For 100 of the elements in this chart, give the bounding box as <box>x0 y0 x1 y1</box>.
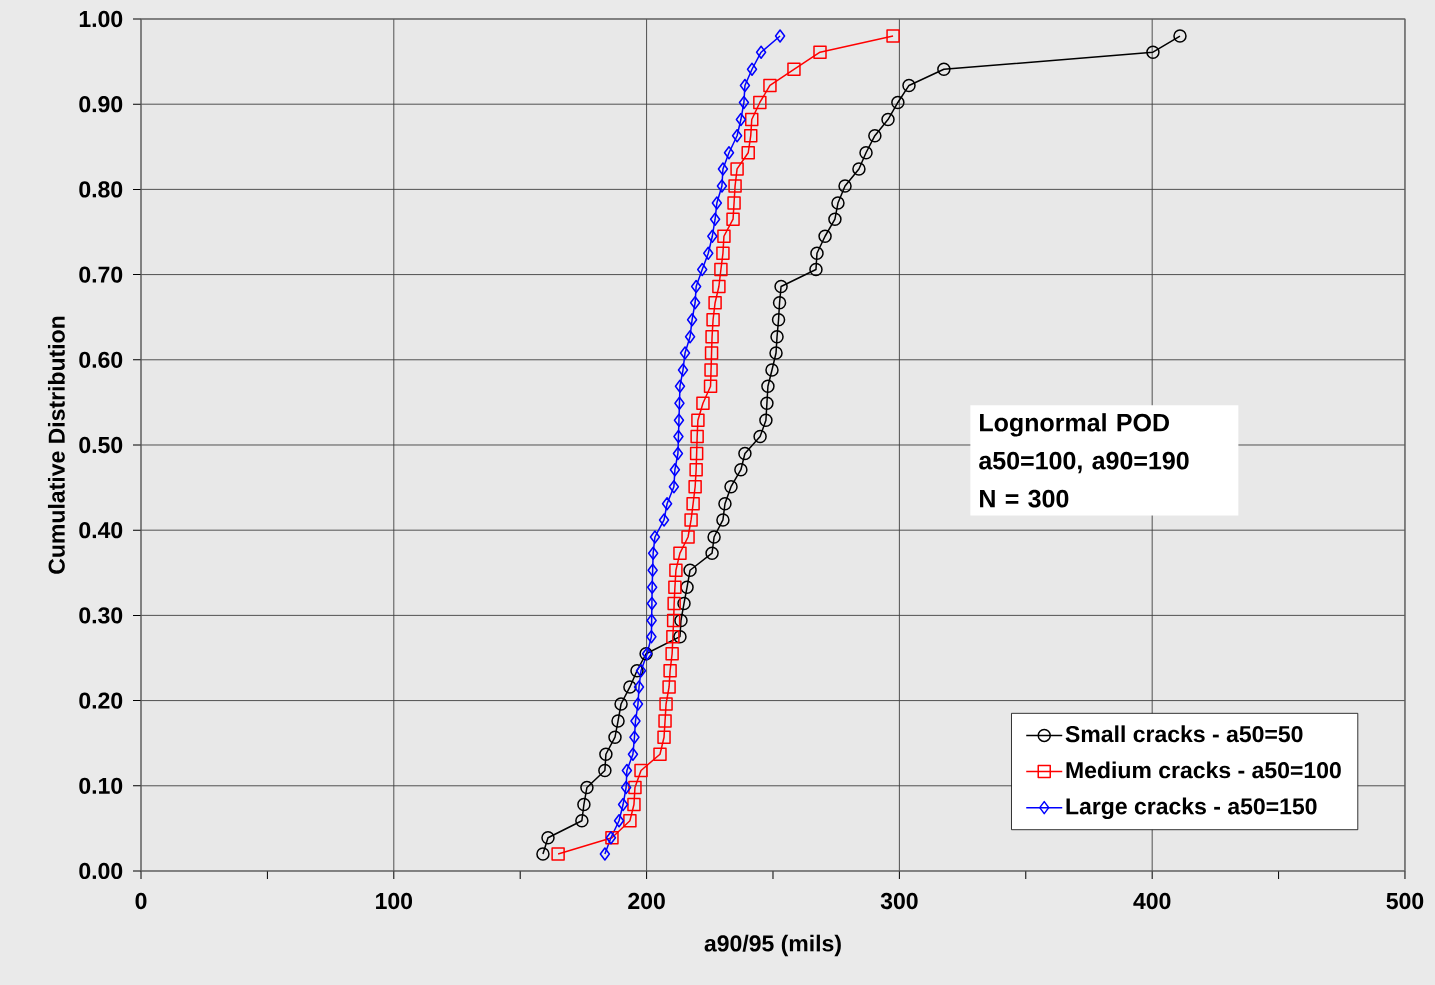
point <box>705 330 719 344</box>
point <box>633 680 645 694</box>
point <box>902 78 916 93</box>
point <box>716 246 730 261</box>
point <box>881 112 895 127</box>
point <box>689 295 701 310</box>
y-tick-label: 0.50 <box>79 436 123 454</box>
point <box>672 446 684 461</box>
point <box>759 413 773 428</box>
point <box>761 379 775 393</box>
point <box>680 580 694 595</box>
point <box>707 530 721 544</box>
point <box>771 313 786 327</box>
point <box>734 462 748 477</box>
point <box>704 346 719 360</box>
y-tick-label: 0.70 <box>79 266 123 283</box>
point <box>703 379 718 393</box>
point <box>745 112 759 127</box>
annotation: N = 300 <box>980 489 1069 508</box>
point <box>708 295 722 310</box>
x-tick-label: 300 <box>880 892 918 910</box>
point <box>661 497 673 511</box>
y-tick-label: 0.40 <box>79 522 123 539</box>
point <box>1173 29 1187 43</box>
point <box>611 714 625 728</box>
point <box>657 730 671 744</box>
point <box>629 730 640 744</box>
point <box>937 62 951 77</box>
point <box>716 179 728 193</box>
point <box>658 513 670 527</box>
point <box>859 146 873 160</box>
point <box>669 462 681 477</box>
point <box>696 396 710 410</box>
point <box>688 479 702 494</box>
point <box>728 179 742 193</box>
annotation: Lognormal POD <box>980 413 1169 437</box>
point <box>673 546 687 560</box>
point <box>674 613 688 628</box>
point <box>647 563 658 577</box>
point <box>770 330 784 344</box>
point <box>746 62 758 77</box>
point <box>686 313 698 327</box>
point <box>668 580 682 595</box>
point <box>753 429 767 444</box>
x-tick-label: 400 <box>1133 892 1171 910</box>
point <box>838 179 852 193</box>
point <box>714 262 728 277</box>
point <box>632 697 644 711</box>
point <box>580 780 594 795</box>
point <box>628 780 642 795</box>
x-tick-label: 500 <box>1386 892 1424 910</box>
point <box>684 513 698 527</box>
point <box>735 112 747 127</box>
point <box>706 313 720 327</box>
point <box>730 162 744 176</box>
point <box>868 128 882 143</box>
y-tick-label: 0.20 <box>79 692 123 709</box>
point <box>724 479 738 494</box>
point <box>1146 45 1160 59</box>
point <box>689 462 703 477</box>
point <box>727 196 741 210</box>
point <box>649 530 661 544</box>
point <box>599 847 611 861</box>
point <box>731 128 743 143</box>
point <box>717 162 729 176</box>
x-tick-label: 0 <box>135 892 147 910</box>
x-axis-title: a90/95 (mils) <box>704 934 841 957</box>
point <box>813 45 827 59</box>
point <box>689 446 704 461</box>
point <box>712 279 726 294</box>
point <box>852 162 866 176</box>
annotation: a50=100, a90=190 <box>979 451 1189 474</box>
point <box>668 479 680 494</box>
point <box>709 212 721 226</box>
point <box>669 563 683 577</box>
point <box>663 664 677 678</box>
point <box>623 813 637 828</box>
point <box>717 229 731 243</box>
point <box>658 714 672 728</box>
legend-label: Medium cracks - a50=100 <box>1066 761 1341 779</box>
point <box>627 747 639 762</box>
point <box>646 580 658 595</box>
point <box>765 363 779 377</box>
point <box>738 446 752 461</box>
point <box>679 346 691 360</box>
point <box>677 363 689 377</box>
point <box>772 295 787 310</box>
point <box>787 62 801 77</box>
point <box>647 546 659 560</box>
point <box>646 613 657 628</box>
x-tick-label: 100 <box>376 892 413 910</box>
y-tick-label: 1.00 <box>79 10 123 28</box>
point <box>723 146 735 160</box>
y-axis-title: Cumulative Distribution <box>47 316 65 574</box>
point <box>666 629 680 644</box>
point <box>753 95 767 110</box>
point <box>774 279 788 294</box>
point <box>718 497 732 511</box>
point <box>541 831 555 845</box>
point <box>774 29 786 43</box>
